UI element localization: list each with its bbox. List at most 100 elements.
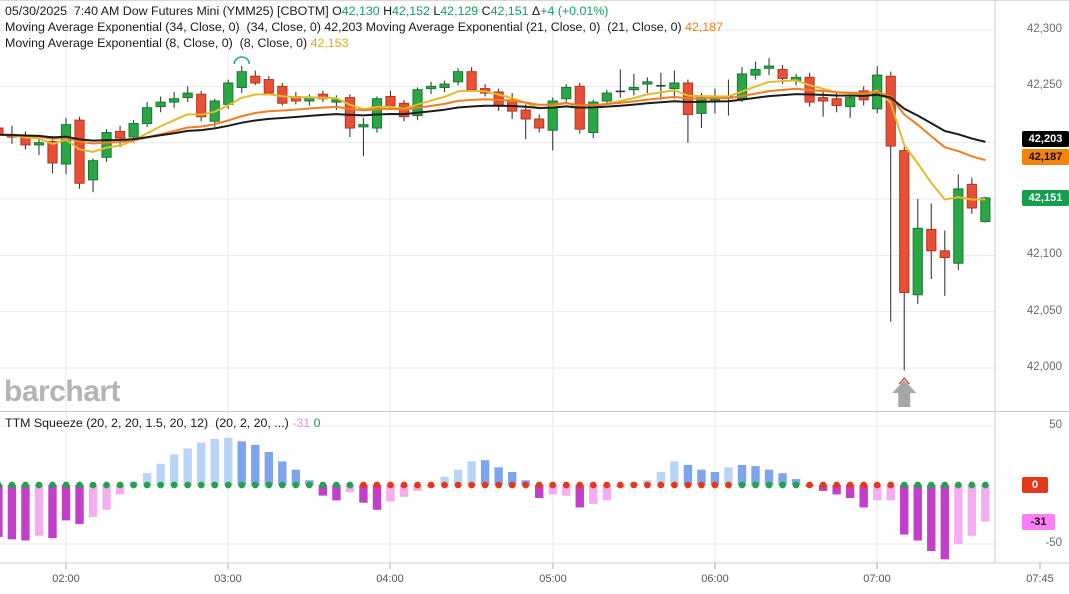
- squeeze-dot: [981, 481, 989, 489]
- price-badge: 0: [1022, 477, 1048, 493]
- candle-body: [169, 98, 180, 103]
- squeeze-dot: [373, 481, 381, 489]
- squeeze-dot: [468, 481, 475, 489]
- squeeze-dot: [779, 481, 786, 489]
- squeeze-bar: [981, 485, 990, 522]
- squeeze-dot: [671, 481, 678, 489]
- squeeze-bar: [453, 469, 463, 485]
- squeeze-bar: [913, 485, 922, 541]
- squeeze-dot: [278, 481, 286, 489]
- ema-8-header: Moving Average Exponential (8, Close, 0)…: [5, 36, 348, 51]
- squeeze-bar: [291, 469, 301, 485]
- squeeze-bar: [7, 485, 17, 540]
- low-marker-tip: [898, 377, 910, 385]
- squeeze-bar: [764, 469, 774, 485]
- squeeze-dot: [427, 481, 435, 489]
- candle-body: [33, 142, 45, 146]
- ttm-squeeze-header: TTM Squeeze (20, 2, 20, 1.5, 20, 12) (20…: [5, 416, 320, 431]
- squeeze-dot: [738, 481, 746, 489]
- candle-body: [547, 100, 558, 131]
- squeeze-bar: [886, 485, 895, 501]
- candle-body: [561, 86, 572, 100]
- candle-body: [317, 93, 328, 100]
- squeeze-bar: [399, 485, 409, 497]
- squeeze-dot: [495, 481, 503, 489]
- squeeze-dot: [630, 481, 638, 489]
- squeeze-bar: [535, 485, 544, 498]
- squeeze-bar: [372, 485, 382, 510]
- squeeze-bar: [251, 444, 260, 485]
- squeeze-bar: [737, 464, 747, 485]
- squeeze-dot: [752, 481, 759, 489]
- squeeze-bar: [115, 485, 125, 495]
- squeeze-bar: [940, 485, 949, 560]
- squeeze-dot: [333, 481, 340, 489]
- squeeze-bar: [345, 485, 355, 493]
- squeeze-bar: [318, 485, 328, 496]
- candle-body: [128, 123, 139, 138]
- squeeze-bar: [724, 467, 733, 485]
- header-text: H: [383, 4, 393, 18]
- squeeze-bar: [197, 442, 206, 485]
- header-text: O: [332, 4, 342, 18]
- price-axis-label: 50: [1049, 419, 1062, 431]
- candle-body: [601, 92, 612, 102]
- candle-body: [182, 92, 193, 99]
- header-text: 42,203: [324, 20, 363, 34]
- candle-body: [926, 228, 937, 252]
- candle-body: [966, 183, 977, 209]
- candle-body: [155, 101, 166, 108]
- squeeze-dot: [603, 481, 611, 489]
- time-axis-label: 05:00: [539, 573, 567, 585]
- header-text: Δ: [531, 4, 541, 18]
- squeeze-dot: [873, 481, 881, 489]
- ema-8-line: [0, 79, 986, 201]
- squeeze-dot: [549, 481, 557, 489]
- squeeze-dot: [387, 481, 394, 489]
- candle-body: [980, 197, 991, 223]
- header-text: TTM Squeeze (20, 2, 20, 1.5, 20, 12) (20…: [5, 416, 293, 430]
- squeeze-bar: [507, 472, 517, 485]
- header-text: 05/30/2025 7:40 AM Dow Futures Mini (YMM…: [5, 4, 333, 18]
- squeeze-dot: [698, 481, 705, 489]
- candle-body: [628, 86, 639, 91]
- squeeze-bar: [602, 485, 611, 501]
- candle-body: [439, 83, 450, 88]
- candle-body: [142, 107, 153, 125]
- squeeze-dot: [522, 481, 530, 489]
- squeeze-bar: [34, 485, 44, 536]
- header-text: 42,153: [310, 36, 349, 50]
- squeeze-dot: [49, 481, 56, 489]
- candle-body: [696, 97, 707, 114]
- squeeze-dot: [616, 481, 624, 489]
- squeeze-dot: [265, 481, 273, 489]
- candle-body: [885, 75, 896, 147]
- squeeze-dot: [0, 482, 2, 488]
- squeeze-dot: [414, 481, 421, 489]
- time-axis-label: 02:00: [52, 573, 80, 585]
- candle-body: [114, 130, 126, 139]
- candle-body: [845, 97, 856, 108]
- squeeze-dot: [562, 481, 570, 489]
- squeeze-bar: [0, 485, 3, 537]
- squeeze-dot: [130, 481, 138, 489]
- squeeze-dot: [954, 481, 962, 489]
- squeeze-bar: [710, 472, 720, 485]
- squeeze-dot: [224, 481, 232, 489]
- header-text: C: [481, 4, 491, 18]
- squeeze-dot: [8, 481, 16, 489]
- squeeze-dot: [62, 481, 70, 489]
- squeeze-bar: [467, 461, 476, 485]
- squeeze-bar: [237, 441, 246, 485]
- header-text: 42,152: [392, 4, 434, 18]
- squeeze-dot: [508, 481, 516, 489]
- price-axis-label: 42,000: [1026, 361, 1062, 373]
- squeeze-dot: [481, 481, 489, 489]
- squeeze-bar: [386, 485, 395, 502]
- squeeze-dot: [251, 481, 259, 489]
- squeeze-bar: [900, 485, 909, 535]
- squeeze-bar: [169, 454, 179, 485]
- candle-body: [912, 227, 923, 296]
- ema-34-line: [0, 93, 986, 143]
